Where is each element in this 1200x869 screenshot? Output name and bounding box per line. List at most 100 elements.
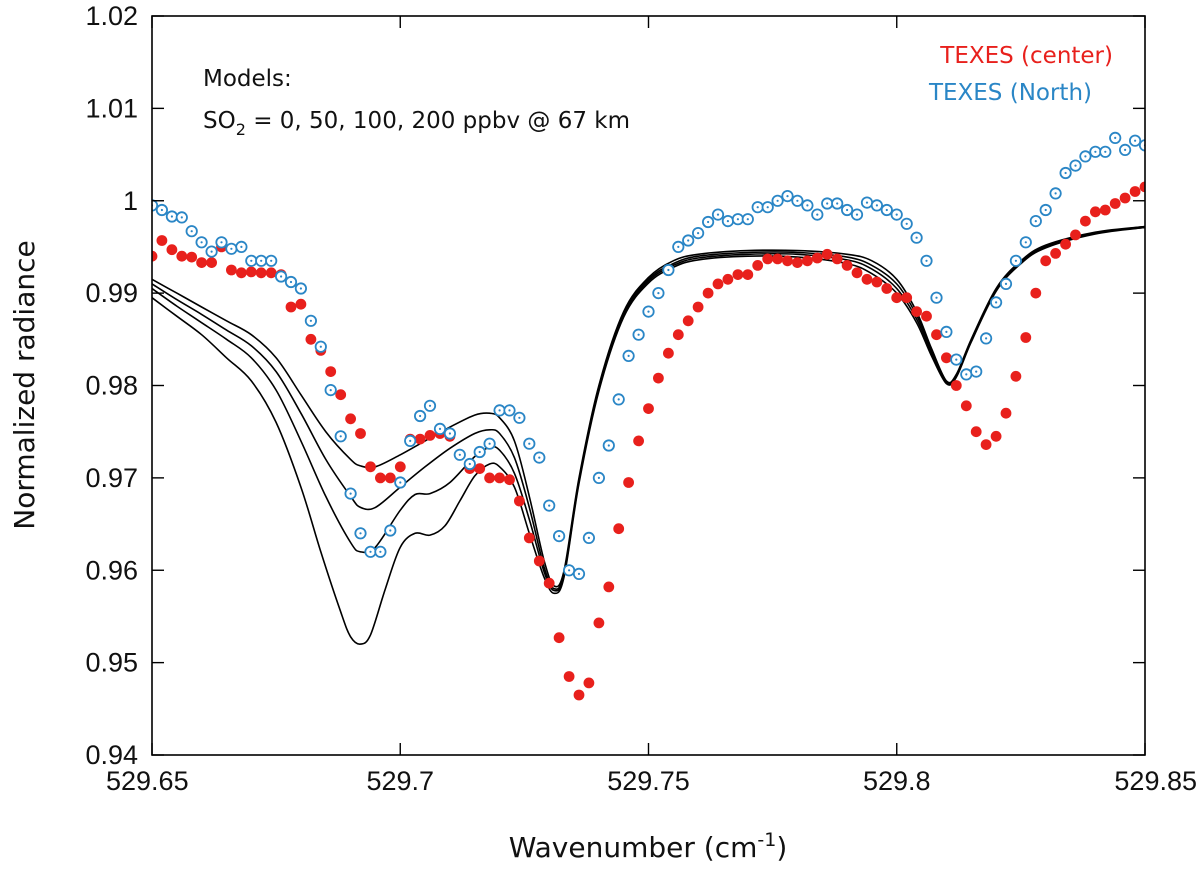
center-point-36 [504, 474, 515, 486]
north-point-dot-65 [796, 199, 799, 202]
center-point-53 [672, 329, 684, 341]
center-point-61 [752, 260, 764, 271]
center-point-28 [424, 430, 436, 441]
center-point-64 [782, 255, 793, 267]
center-point-75 [891, 292, 903, 304]
center-point-87 [1010, 370, 1022, 382]
center-point-82 [960, 400, 972, 412]
north-point-dot-97 [1114, 136, 1117, 139]
north-point-dot-5 [200, 241, 203, 244]
north-point-dot-90 [1044, 208, 1047, 212]
center-point-33 [474, 463, 486, 474]
y-tick-label-8: 1.02 [85, 1, 138, 31]
north-point-dot-35 [498, 409, 501, 412]
annotation-line-1: Models: [203, 66, 292, 92]
center-point-10 [245, 266, 257, 278]
center-point-78 [921, 310, 932, 322]
center-point-41 [553, 632, 565, 644]
center-point-24 [384, 472, 396, 484]
x-tick-label-0: 529.65 [106, 766, 189, 796]
center-point-86 [1000, 407, 1012, 419]
center-point-77 [911, 306, 922, 317]
north-point-dot-64 [786, 195, 789, 198]
north-point-dot-57 [716, 213, 720, 216]
north-point-dot-39 [538, 456, 541, 459]
y-tick-label-6: 1 [123, 186, 138, 216]
north-point-dot-18 [329, 389, 332, 392]
center-point-43 [573, 689, 585, 701]
north-point-dot-16 [309, 319, 312, 322]
north-point-dot-56 [707, 220, 710, 224]
center-point-22 [365, 461, 376, 473]
north-point-dot-40 [548, 504, 551, 507]
north-point-dot-8 [230, 247, 233, 250]
center-point-59 [732, 269, 744, 280]
center-point-40 [543, 577, 555, 589]
y-tick-label-0: 0.94 [85, 740, 138, 770]
north-point-dot-49 [637, 333, 640, 336]
x-axis-title-end: ) [776, 831, 787, 864]
north-point-dot-7 [220, 241, 223, 244]
north-point-dot-13 [280, 275, 283, 278]
y-tick-label-5: 0.99 [85, 278, 138, 308]
north-point-dot-4 [190, 230, 193, 233]
y-tick-label-1: 0.95 [85, 648, 138, 678]
north-point-dot-71 [855, 213, 859, 216]
north-point-dot-46 [607, 444, 610, 447]
north-point-dot-20 [349, 492, 352, 495]
center-point-42 [563, 671, 575, 682]
center-point-93 [1070, 229, 1081, 241]
center-point-96 [1099, 204, 1111, 216]
center-point-37 [514, 495, 525, 507]
center-point-84 [980, 439, 992, 450]
north-point-dot-82 [965, 373, 968, 376]
north-point-dot-69 [836, 202, 839, 205]
center-point-20 [345, 413, 356, 425]
north-point-dot-68 [826, 202, 829, 205]
annotation-rest: = 0, 50, 100, 200 ppbv @ 67 km [246, 108, 630, 134]
center-point-94 [1080, 215, 1091, 227]
center-point-49 [633, 435, 644, 447]
north-point-dot-53 [677, 245, 680, 248]
north-point-dot-83 [975, 370, 978, 373]
center-point-70 [841, 260, 853, 271]
legend-entry-center: TEXES (center) [939, 43, 1113, 69]
north-point-dot-88 [1024, 241, 1027, 244]
center-point-51 [653, 372, 664, 384]
north-point-dot-94 [1084, 155, 1087, 158]
north-point-dot-10 [250, 259, 253, 262]
center-point-65 [792, 257, 803, 268]
center-point-4 [186, 251, 198, 263]
north-point-dot-1 [160, 208, 163, 212]
north-point-dot-24 [389, 529, 392, 532]
north-point-dot-93 [1074, 164, 1077, 167]
center-point-6 [206, 257, 218, 268]
y-tick-label-2: 0.96 [85, 555, 138, 585]
center-point-103 [1169, 191, 1180, 202]
center-point-58 [722, 273, 734, 285]
annotation-so-text: SO [203, 108, 236, 134]
north-point-dot-48 [627, 354, 630, 357]
center-point-68 [821, 248, 833, 260]
north-point-dot-73 [875, 204, 879, 207]
center-point-46 [603, 581, 615, 593]
north-point-dot-80 [945, 330, 948, 333]
north-point-dot-58 [726, 220, 730, 223]
annotation-subscript: 2 [236, 120, 246, 139]
center-point-38 [523, 532, 535, 544]
north-point-dot-84 [985, 337, 988, 340]
north-point-dot-59 [736, 218, 740, 221]
north-point-dot-31 [458, 453, 461, 456]
north-point-dot-81 [955, 358, 958, 361]
center-point-101 [1150, 180, 1161, 191]
center-point-71 [851, 267, 863, 279]
center-point-72 [861, 273, 873, 285]
center-point-11 [255, 267, 267, 279]
north-point-dot-96 [1104, 150, 1107, 153]
north-point-dot-74 [885, 208, 888, 212]
center-point-102 [1160, 184, 1171, 195]
north-point-dot-55 [697, 232, 700, 235]
x-tick-label-4: 529.85 [1114, 766, 1197, 796]
